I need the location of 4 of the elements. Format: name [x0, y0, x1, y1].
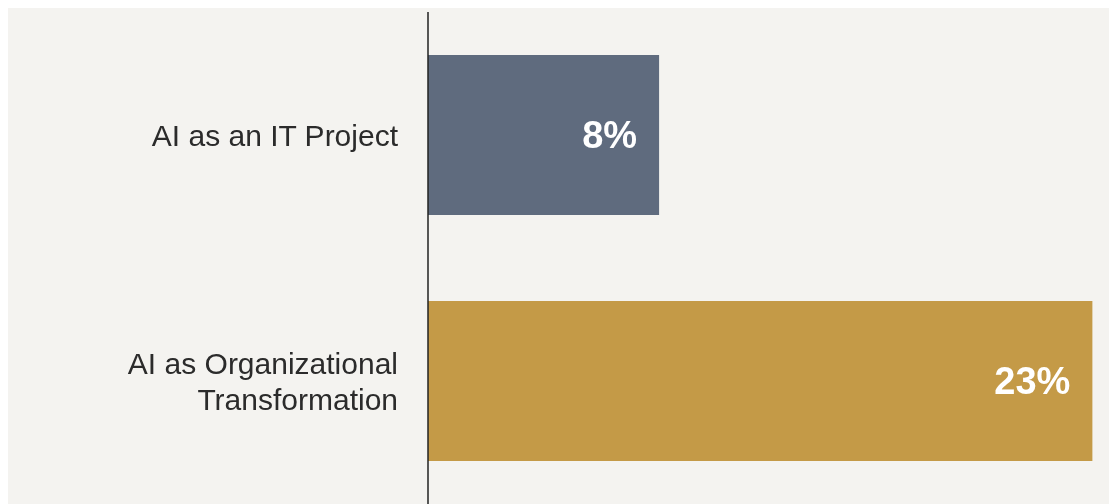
y-tick-label: AI as Organizational Transformation — [127, 346, 398, 416]
data-label: 23% — [994, 360, 1071, 403]
y-tick-label: AI as an IT Project — [151, 118, 399, 152]
data-label: 8% — [582, 114, 638, 157]
